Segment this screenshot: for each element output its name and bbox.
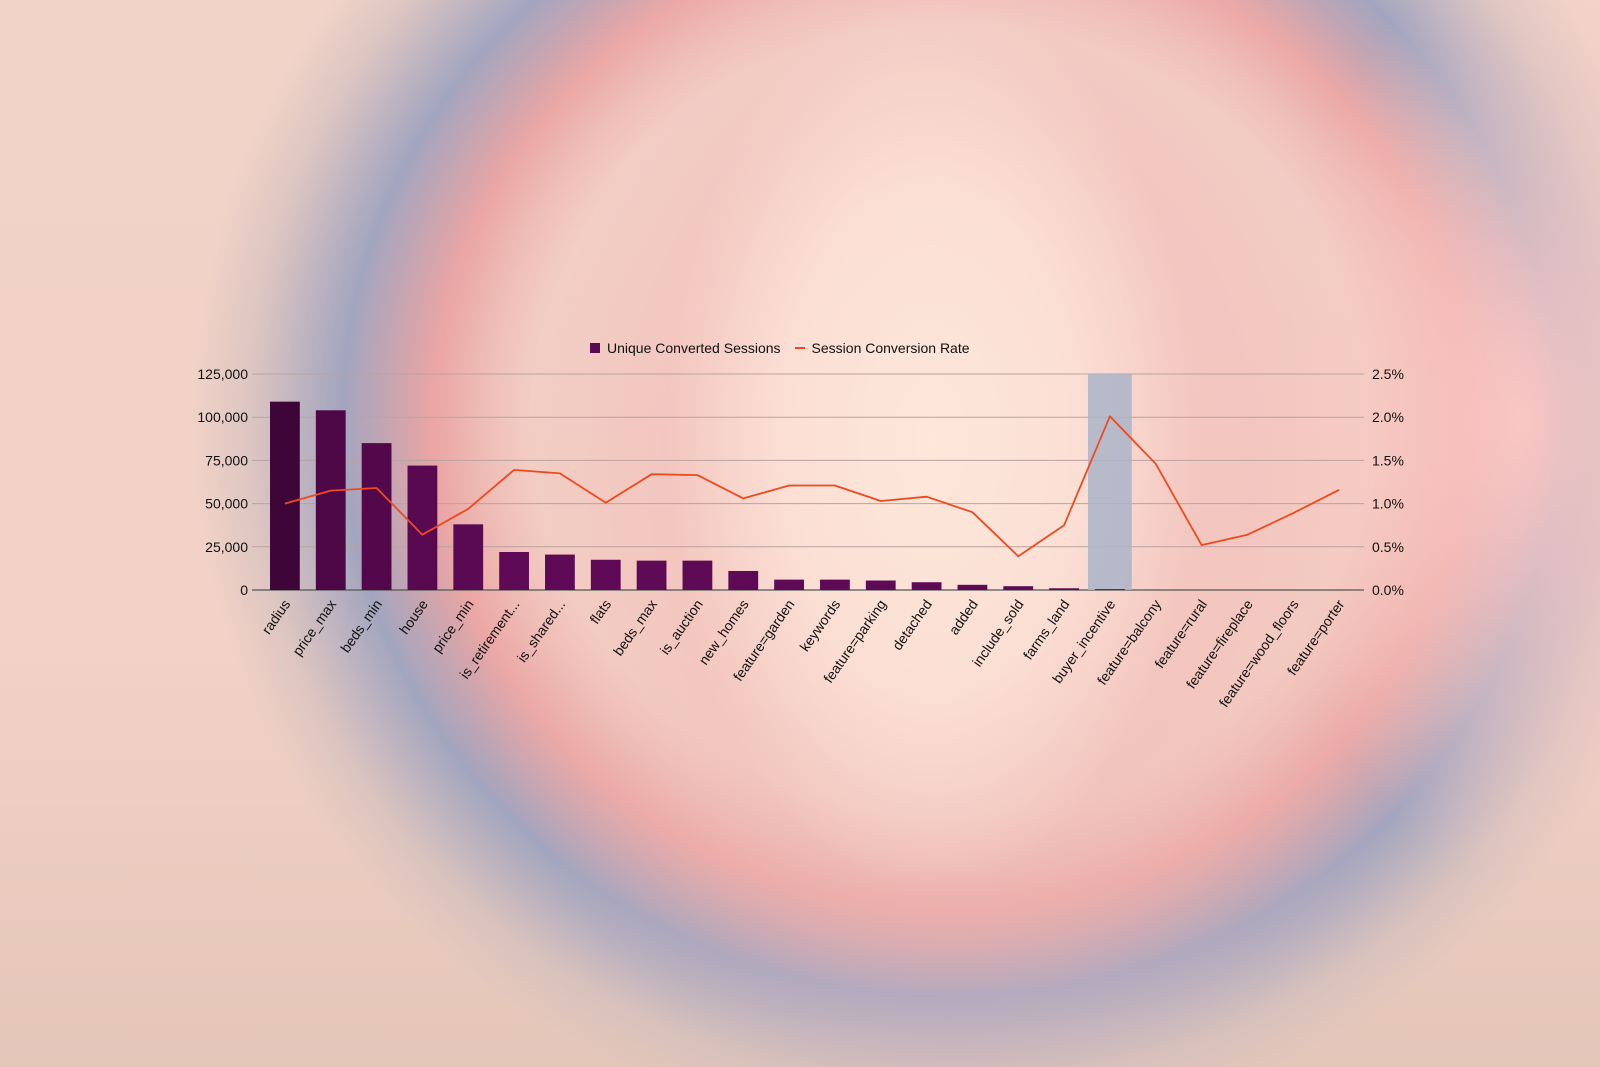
category-label-farms_land: farms_land — [1020, 597, 1073, 663]
line-layer — [284, 415, 1340, 558]
bar-beds_max — [636, 560, 667, 590]
bar-flats — [590, 559, 621, 590]
bar-beds_min — [361, 443, 392, 590]
category-label-beds_max: beds_max — [610, 597, 660, 659]
bars-layer — [270, 401, 1125, 590]
category-label-feature=wood_floors: feature=wood_floors — [1216, 597, 1302, 710]
highlight-band — [1088, 374, 1132, 590]
left-tick-label: 50,000 — [205, 496, 248, 512]
right-tick-label: 0.0% — [1372, 582, 1404, 598]
bar-keywords — [820, 579, 850, 590]
right-tick-label: 0.5% — [1372, 539, 1404, 555]
left-tick-label: 125,000 — [197, 366, 248, 382]
bar-house — [407, 465, 438, 590]
bar-farms_land — [1049, 588, 1079, 590]
category-label-keywords: keywords — [796, 597, 843, 655]
category-label-added: added — [945, 597, 980, 638]
category-label-radius: radius — [258, 597, 293, 637]
right-tick-label: 2.5% — [1372, 366, 1404, 382]
legend-item-sessions: Unique Converted Sessions — [590, 340, 781, 356]
category-label-is_shared...: is_shared... — [514, 597, 569, 665]
category-label-flats: flats — [586, 597, 614, 627]
category-label-price_min: price_min — [429, 597, 477, 656]
bar-detached — [911, 582, 942, 590]
conversion-rate-line — [284, 415, 1340, 558]
category-label-house: house — [396, 596, 431, 637]
category-label-is_auction: is_auction — [657, 597, 706, 658]
category-label-detached: detached — [889, 597, 935, 653]
highlight-band-layer — [1088, 374, 1132, 590]
left-tick-label: 0 — [240, 582, 248, 598]
chart-legend: Unique Converted Sessions Session Conver… — [590, 340, 970, 356]
bar-radius — [270, 401, 300, 590]
bar-is_retirement... — [499, 551, 529, 590]
legend-label-rate: Session Conversion Rate — [811, 340, 970, 356]
bar-price_max — [315, 410, 346, 590]
bar-added — [957, 584, 988, 590]
bar-price_min — [453, 524, 484, 590]
left-axis-ticks: 0 25,000 50,000 75,000 100,000 125,000 — [197, 366, 248, 598]
right-tick-label: 1.0% — [1372, 496, 1404, 512]
left-tick-label: 100,000 — [197, 409, 248, 425]
right-tick-label: 2.0% — [1372, 409, 1404, 425]
bar-new_homes — [728, 570, 759, 590]
left-tick-label: 75,000 — [205, 452, 248, 468]
right-axis-ticks: 0.0% 0.5% 1.0% 1.5% 2.0% 2.5% — [1372, 366, 1404, 598]
legend-label-sessions: Unique Converted Sessions — [607, 340, 781, 356]
bar-buyer_incentive — [1095, 589, 1125, 590]
bar-feature=garden — [774, 579, 804, 590]
legend-item-rate: Session Conversion Rate — [794, 340, 970, 356]
category-label-price_max: price_max — [289, 597, 339, 659]
bar-include_sold — [1003, 586, 1034, 590]
bar-is_shared... — [545, 554, 575, 590]
legend-swatch-sessions — [590, 343, 600, 353]
bar-feature=parking — [865, 580, 896, 590]
legend-swatch-rate — [794, 347, 805, 349]
bar-is_auction — [682, 560, 713, 590]
left-tick-label: 25,000 — [205, 539, 248, 555]
right-tick-label: 1.5% — [1372, 452, 1404, 468]
category-label-beds_min: beds_min — [337, 597, 385, 656]
